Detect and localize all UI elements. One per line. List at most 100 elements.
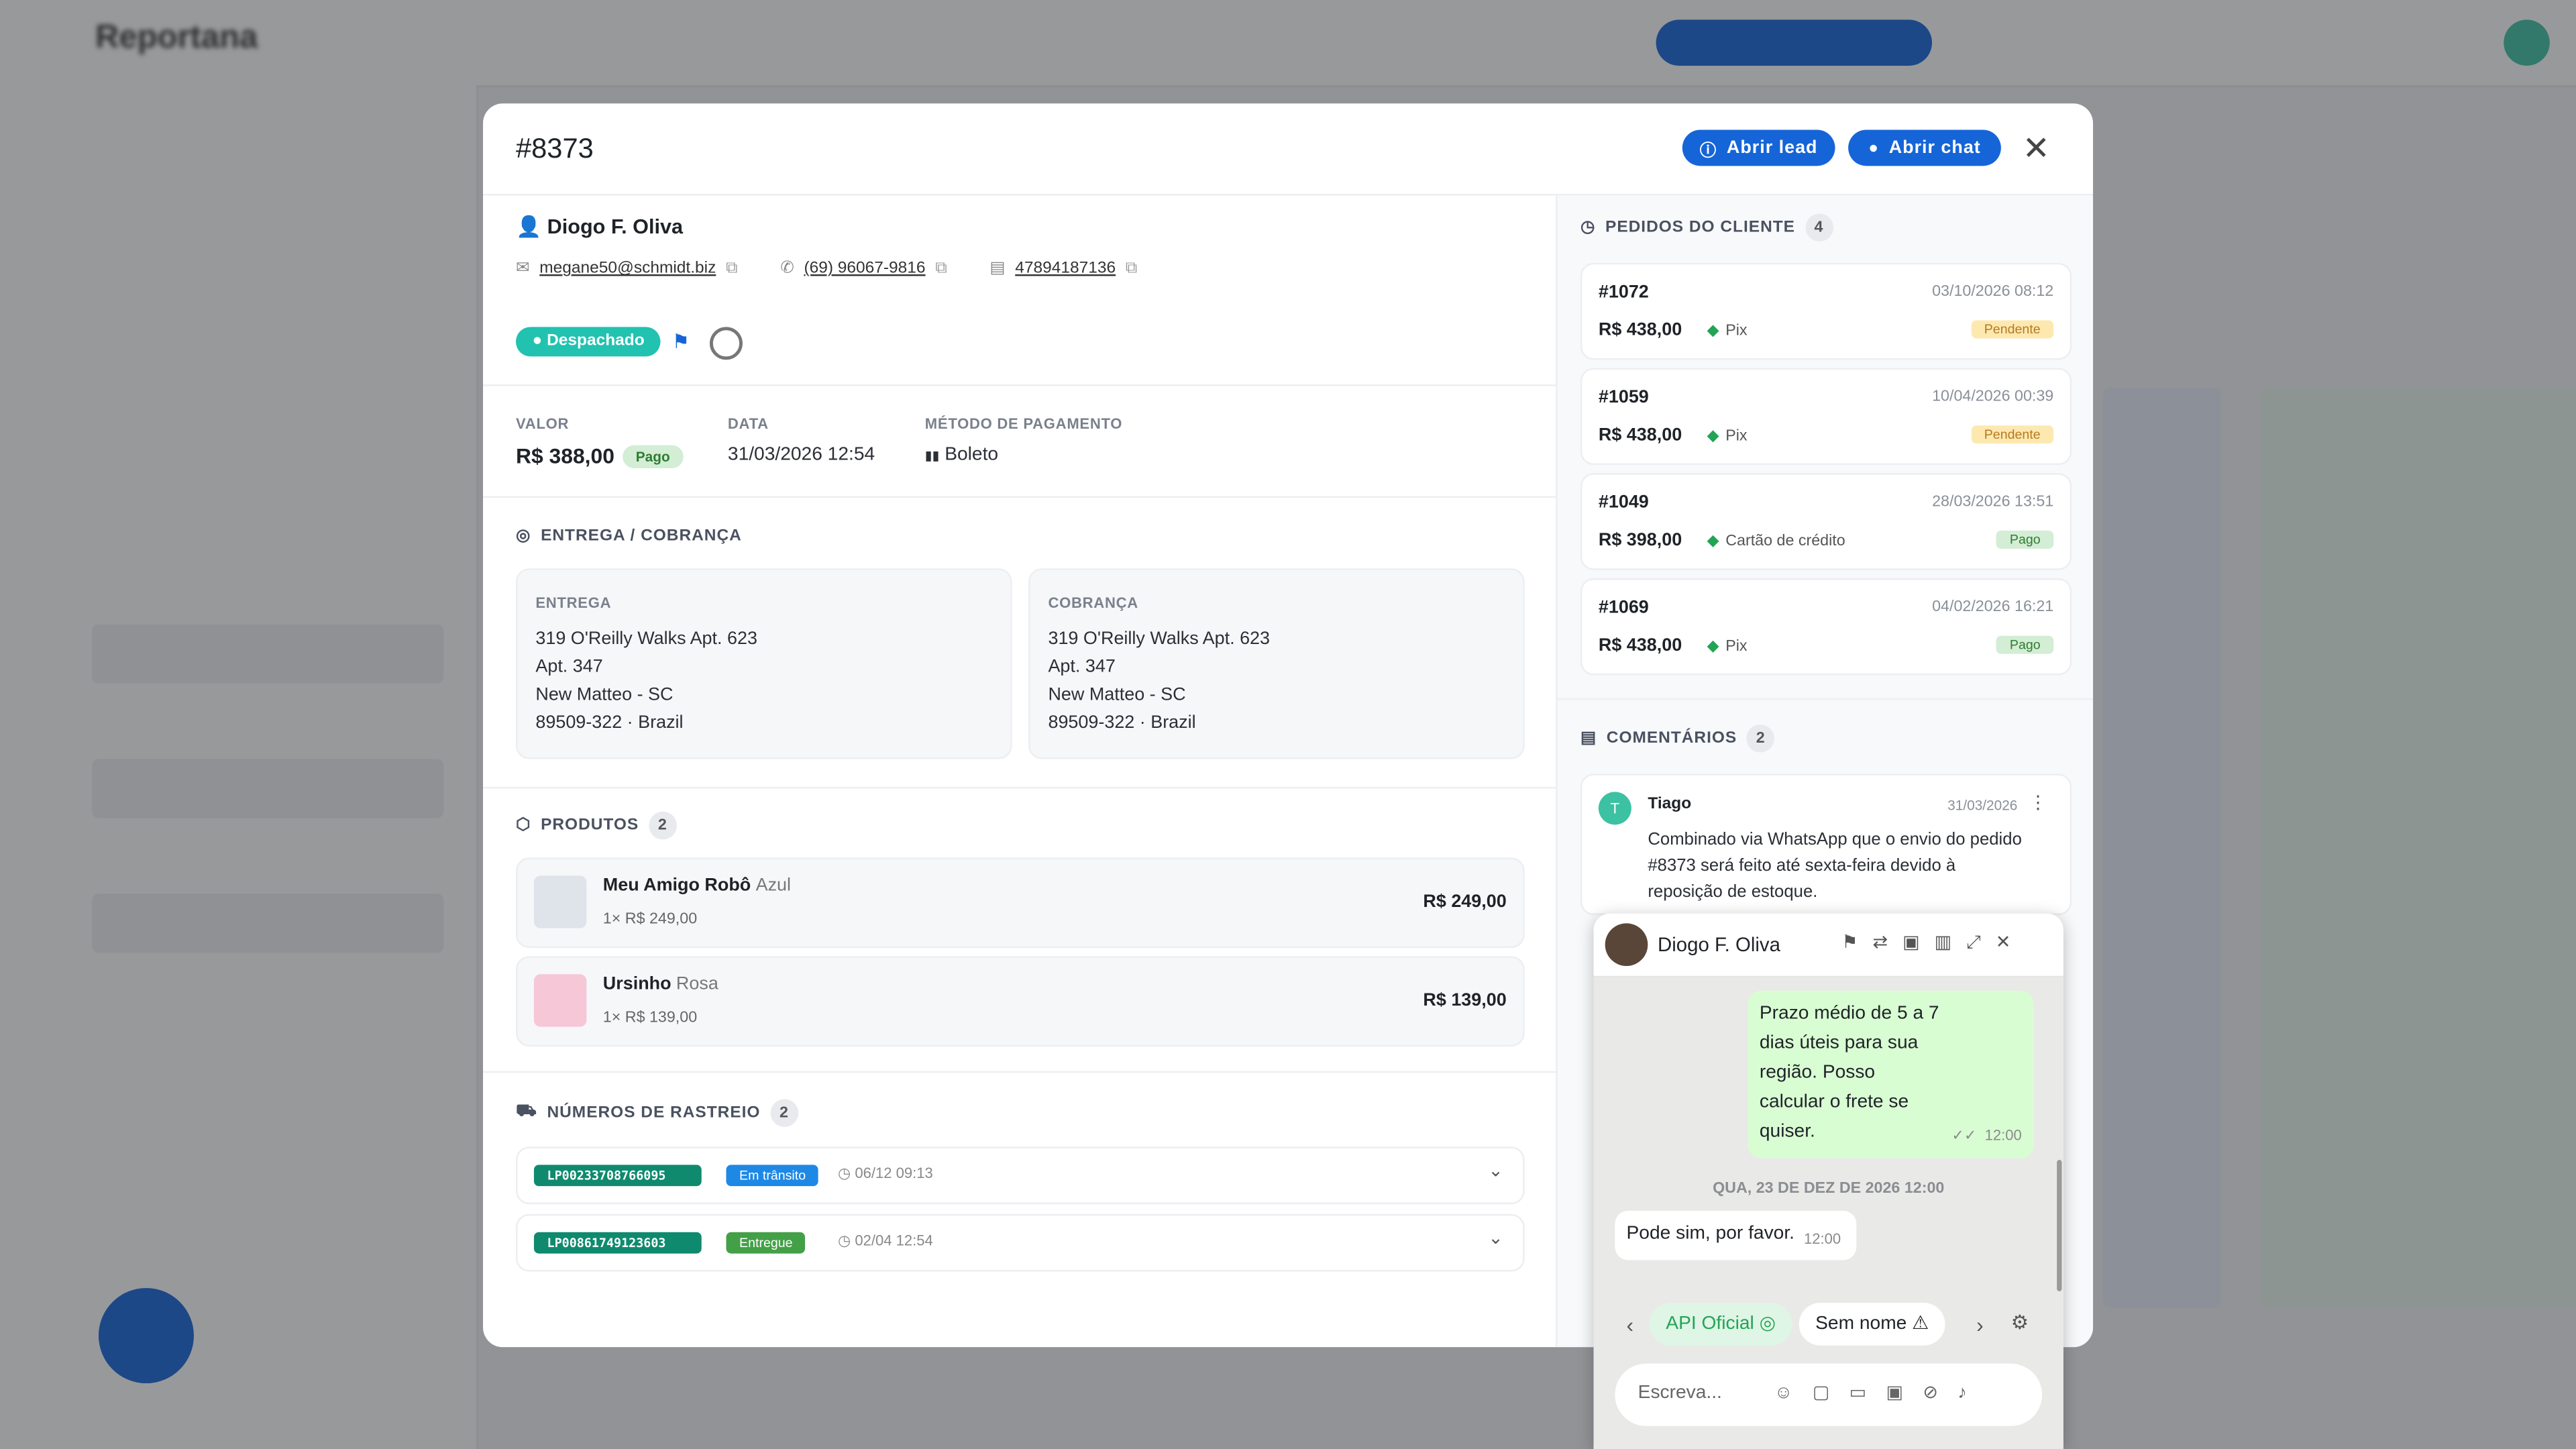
tracking-date: ◷ 02/04 12:54 <box>837 1232 933 1249</box>
product-total: R$ 139,00 <box>1423 990 1507 1011</box>
brand: Reportana <box>95 19 258 56</box>
order-date: 03/10/2026 08:12 <box>1932 282 2054 301</box>
variant: Azul <box>755 875 792 896</box>
time: 12:00 <box>1804 1230 1841 1247</box>
input-tools[interactable]: ☺▢▭▣⊘♪ <box>1774 1383 1987 1403</box>
settings[interactable]: ⚙ <box>2010 1311 2029 1334</box>
count: 2 <box>648 811 677 840</box>
order-status: Pago <box>1996 531 2054 549</box>
address-line: Apt. 347 <box>1048 657 1116 677</box>
method-name: Boleto <box>945 445 999 466</box>
flag-icon[interactable]: ⚑ <box>672 330 690 354</box>
email: megane50@schmidt.biz <box>539 259 716 278</box>
divider <box>483 384 1556 386</box>
close-button[interactable]: ✕ <box>2022 131 2050 168</box>
order-id: #1072 <box>1598 282 1649 303</box>
status-badge: ● Despachado <box>515 327 661 357</box>
order-status: Pendente <box>1971 425 2054 444</box>
address-line: 319 O'Reilly Walks Apt. 623 <box>535 629 757 649</box>
next-channel[interactable]: › <box>1976 1312 1984 1338</box>
modal-title: #8373 <box>515 133 594 164</box>
order-amount: R$ 438,00 <box>1598 635 1682 656</box>
name: Ursinho <box>602 974 672 994</box>
expand: ⌄ <box>1488 1228 1503 1249</box>
icon: ✉ <box>515 259 530 278</box>
order-id: #1069 <box>1598 598 1649 618</box>
prev-channel[interactable]: ‹ <box>1626 1312 1634 1338</box>
name: Meu Amigo Robô <box>602 875 751 896</box>
order-method: ◆ Pix <box>1707 427 1748 445</box>
avatar <box>2504 19 2550 66</box>
name: Diogo F. Oliva <box>547 215 684 239</box>
open-lead-button[interactable]: ⓘ Abrir lead <box>1682 129 1835 166</box>
tracking-code: LP00233708766095 <box>533 1165 702 1187</box>
method-icon: ◆ <box>1707 637 1719 656</box>
paid-badge: Pago <box>623 444 684 468</box>
order-id: #1059 <box>1598 387 1649 408</box>
channel: Sem nome <box>1815 1314 1907 1334</box>
order-amount: R$ 398,00 <box>1598 531 1682 551</box>
comment-date: 31/03/2026 <box>1947 796 2018 814</box>
icon: ✆ <box>780 259 794 278</box>
product-total: R$ 249,00 <box>1423 892 1507 912</box>
top-button <box>1656 19 1933 66</box>
comment-menu: ⋮ <box>2029 793 2047 814</box>
address-card: ENTREGA 319 O'Reilly Walks Apt. 623 Apt. 3… <box>515 568 1012 759</box>
customer-name: 👤 Diogo F. Oliva <box>515 215 684 239</box>
icon: ⧉ <box>1125 259 1138 278</box>
heading: PRODUTOS <box>541 816 639 835</box>
chat-header <box>1593 913 2063 978</box>
divider <box>483 1071 1556 1073</box>
order-card: #1049 28/03/2026 13:51 R$ 398,00 ◆ Cartão de… <box>1580 473 2072 570</box>
tracking-row: LP00861749123603 Entregue ◷ 02/04 12:54 ⌄ <box>515 1214 1525 1272</box>
address-line: Apt. 347 <box>535 657 603 677</box>
contact-name: Diogo F. Oliva <box>1658 933 1780 957</box>
tracking-status: Em trânsito <box>726 1165 819 1187</box>
icon: ⧉ <box>935 259 947 278</box>
method: ▮▮ Boleto <box>925 445 998 465</box>
channel-chip[interactable]: Sem nome ⚠ <box>1799 1303 1945 1346</box>
label: MÉTODO DE PAGAMENTO <box>924 415 1123 433</box>
message-input[interactable] <box>1615 1363 2043 1426</box>
comment-author: Tiago <box>1648 795 1692 814</box>
divider <box>1557 698 2094 700</box>
order-date: 28/03/2026 13:51 <box>1932 492 2054 511</box>
chat-actions[interactable]: ⚑⇄▣▥⤢✕ <box>1841 933 2026 953</box>
order-card: #1059 10/04/2026 00:39 R$ 438,00 ◆ Pix Penden… <box>1580 368 2072 466</box>
label: DATA <box>727 415 769 433</box>
product-card: Ursinho Rosa 1× R$ 139,00 R$ 139,00 <box>515 956 1525 1047</box>
open-chat-button[interactable]: ● Abrir chat <box>1848 129 2001 166</box>
method: Cartão de crédito <box>1725 532 1845 551</box>
comment-avatar: T <box>1598 792 1631 825</box>
contact-row: ✉ megane50@schmidt.biz ⧉ ✆ (69) 96067-9816 ⧉… <box>516 260 1137 278</box>
heading: COMENTÁRIOS <box>1606 729 1737 748</box>
unit-price: 1× R$ 139,00 <box>602 1008 698 1027</box>
address-line: 319 O'Reilly Walks Apt. 623 <box>1048 629 1271 649</box>
icon: ▤ <box>989 259 1006 278</box>
section-heading: ◷ PEDIDOS DO CLIENTE 4 <box>1580 213 1833 242</box>
order-method: ◆ Pix <box>1707 637 1748 655</box>
kanban-column <box>2260 387 2576 1308</box>
address-line: New Matteo - SC <box>1048 685 1186 705</box>
comment-card: T Tiago 31/03/2026 ⋮ Combinado via WhatsApp … <box>1580 773 2072 916</box>
incoming-text: Pode sim, por favor. <box>1626 1224 1794 1244</box>
order-date: 04/02/2026 16:21 <box>1932 598 2054 616</box>
date: 02/04 12:54 <box>855 1232 933 1249</box>
comment-text: Combinado via WhatsApp que o envio do pe… <box>1648 829 2022 902</box>
order-card: #1069 04/02/2026 16:21 R$ 438,00 ◆ Pix Pago <box>1580 578 2072 676</box>
address-label: ENTREGA <box>535 594 612 612</box>
section-heading: ⛟ NÚMEROS DE RASTREIO 2 <box>516 1099 798 1128</box>
date: 31/03/2026 12:54 <box>727 445 875 466</box>
order-amount: R$ 438,00 <box>1598 320 1682 340</box>
address-line: 89509-322 · Brazil <box>1048 712 1196 733</box>
channel-chip[interactable]: API Oficial ◎ <box>1649 1303 1792 1346</box>
product-thumb <box>533 875 587 928</box>
method-icon: ◆ <box>1707 427 1719 445</box>
tracking-row: LP00233708766095 Em trânsito ◷ 06/12 09:13… <box>515 1146 1525 1205</box>
divider <box>483 787 1556 789</box>
user-icon[interactable] <box>709 327 743 360</box>
document: 47894187136 <box>1015 259 1116 278</box>
order-status: Pendente <box>1971 320 2054 339</box>
method: Pix <box>1725 427 1748 445</box>
